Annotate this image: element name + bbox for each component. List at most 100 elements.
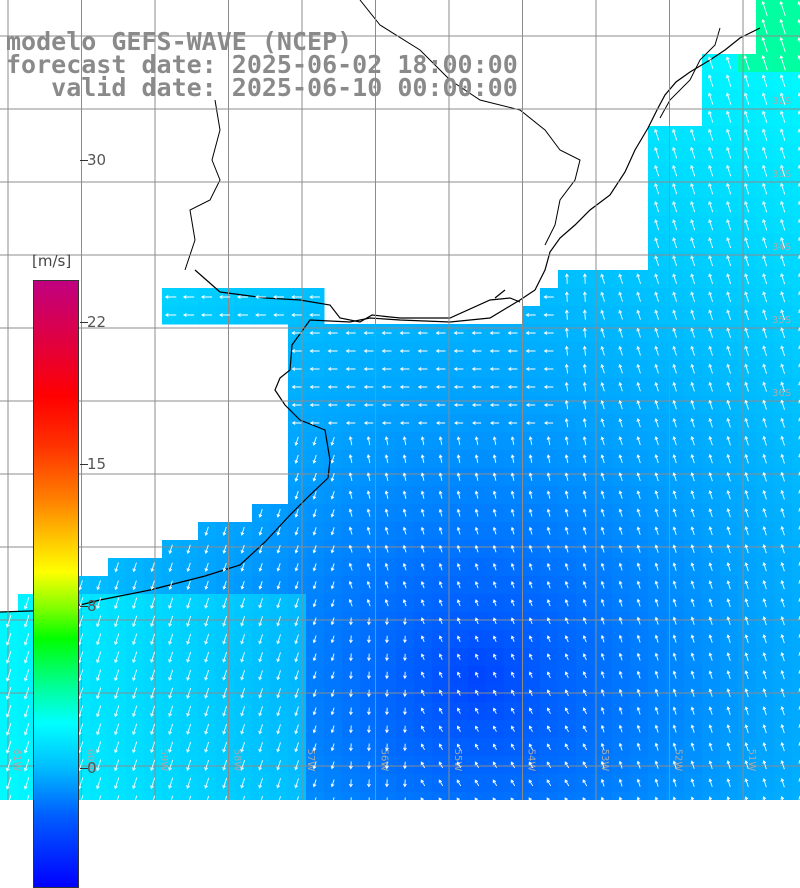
wind-arrow — [582, 291, 587, 302]
wind-arrow — [114, 615, 120, 628]
speed-cell — [792, 576, 800, 595]
wind-arrow — [618, 291, 623, 302]
wind-arrow — [726, 580, 731, 590]
wind-arrow — [384, 508, 389, 517]
wind-arrow — [636, 309, 641, 320]
wind-arrow — [582, 273, 587, 284]
wind-arrow — [474, 436, 479, 446]
speed-cell — [792, 774, 800, 793]
wind-arrow — [761, 1, 768, 17]
wind-arrow — [384, 779, 389, 788]
wind-arrow — [5, 704, 12, 718]
wind-arrow — [690, 670, 695, 679]
wind-arrow — [564, 309, 569, 320]
wind-arrow — [403, 635, 407, 644]
wind-arrow — [114, 723, 120, 736]
wind-arrow — [546, 707, 551, 715]
wind-arrow — [438, 508, 443, 517]
wind-arrow — [258, 670, 263, 681]
wind-arrow — [276, 581, 281, 590]
longitude-label: 56W — [379, 749, 390, 772]
wind-arrow — [294, 616, 299, 627]
wind-arrow — [420, 653, 425, 661]
wind-arrow — [582, 671, 587, 679]
wind-arrow — [564, 635, 569, 643]
wind-arrow — [96, 705, 102, 718]
wind-arrow — [726, 634, 731, 644]
wind-arrow — [672, 291, 677, 302]
speed-cell — [522, 792, 541, 800]
wind-arrow — [726, 363, 731, 374]
wind-arrow — [98, 795, 102, 800]
wind-arrow — [546, 689, 551, 697]
wind-arrow — [564, 689, 569, 697]
colorbar-gradient — [33, 280, 79, 888]
wind-arrow — [564, 399, 569, 410]
wind-arrow — [168, 597, 174, 609]
wind-arrow — [780, 345, 785, 356]
wind-arrow — [744, 796, 749, 800]
wind-arrow — [654, 164, 660, 177]
wind-arrow — [672, 580, 677, 589]
wind-arrow — [600, 436, 605, 446]
wind-arrow — [636, 724, 641, 733]
wind-arrow — [546, 544, 551, 553]
wind-arrow — [744, 544, 749, 554]
wind-arrow — [327, 367, 338, 371]
wind-arrow — [345, 403, 356, 407]
speed-cell — [792, 0, 800, 19]
wind-arrow — [420, 707, 425, 715]
wind-arrow — [219, 295, 231, 299]
wind-arrow — [222, 777, 228, 789]
wind-arrow — [403, 653, 407, 662]
wind-arrow — [600, 760, 605, 769]
wind-arrow — [490, 421, 500, 425]
wind-arrow — [510, 707, 515, 714]
wind-arrow — [672, 399, 677, 410]
wind-arrow — [726, 796, 731, 800]
wind-arrow — [186, 562, 191, 573]
wind-arrow — [618, 345, 623, 356]
wind-arrow — [403, 707, 407, 716]
wind-arrow — [780, 597, 785, 608]
wind-arrow — [276, 526, 281, 536]
wind-arrow — [438, 671, 443, 678]
wind-arrow — [708, 634, 713, 643]
wind-arrow — [456, 671, 461, 678]
wind-arrow — [186, 705, 192, 717]
wind-arrow — [381, 421, 392, 425]
wind-arrow — [636, 706, 641, 715]
wind-arrow — [744, 327, 749, 338]
wind-arrow — [240, 760, 245, 771]
wind-arrow — [582, 436, 587, 446]
speed-cell — [792, 36, 800, 55]
wind-arrow — [492, 562, 497, 571]
wind-arrow — [528, 797, 533, 800]
wind-arrow — [402, 490, 407, 499]
speed-cell — [792, 288, 800, 307]
wind-arrow — [204, 651, 210, 663]
wind-arrow — [762, 724, 767, 734]
wind-arrow — [564, 779, 570, 787]
wind-arrow — [186, 615, 192, 627]
wind-arrow — [489, 367, 500, 371]
wind-arrow — [438, 707, 443, 714]
wind-arrow — [330, 743, 335, 752]
wind-arrow — [403, 617, 407, 626]
wind-arrow — [564, 671, 569, 679]
wind-arrow — [564, 363, 569, 374]
wind-arrow — [384, 562, 389, 571]
wind-arrow — [114, 597, 120, 610]
speed-cell — [432, 792, 451, 800]
wind-arrow — [672, 634, 677, 643]
wind-arrow — [385, 689, 389, 698]
speed-cell — [450, 792, 469, 800]
wind-arrow — [399, 349, 410, 353]
wind-arrow — [726, 471, 731, 482]
wind-arrow — [600, 291, 605, 302]
wind-arrow — [726, 381, 731, 392]
wind-arrow — [726, 688, 731, 698]
wind-arrow — [582, 309, 587, 320]
wind-arrow — [654, 778, 659, 787]
wind-arrow — [402, 544, 407, 553]
